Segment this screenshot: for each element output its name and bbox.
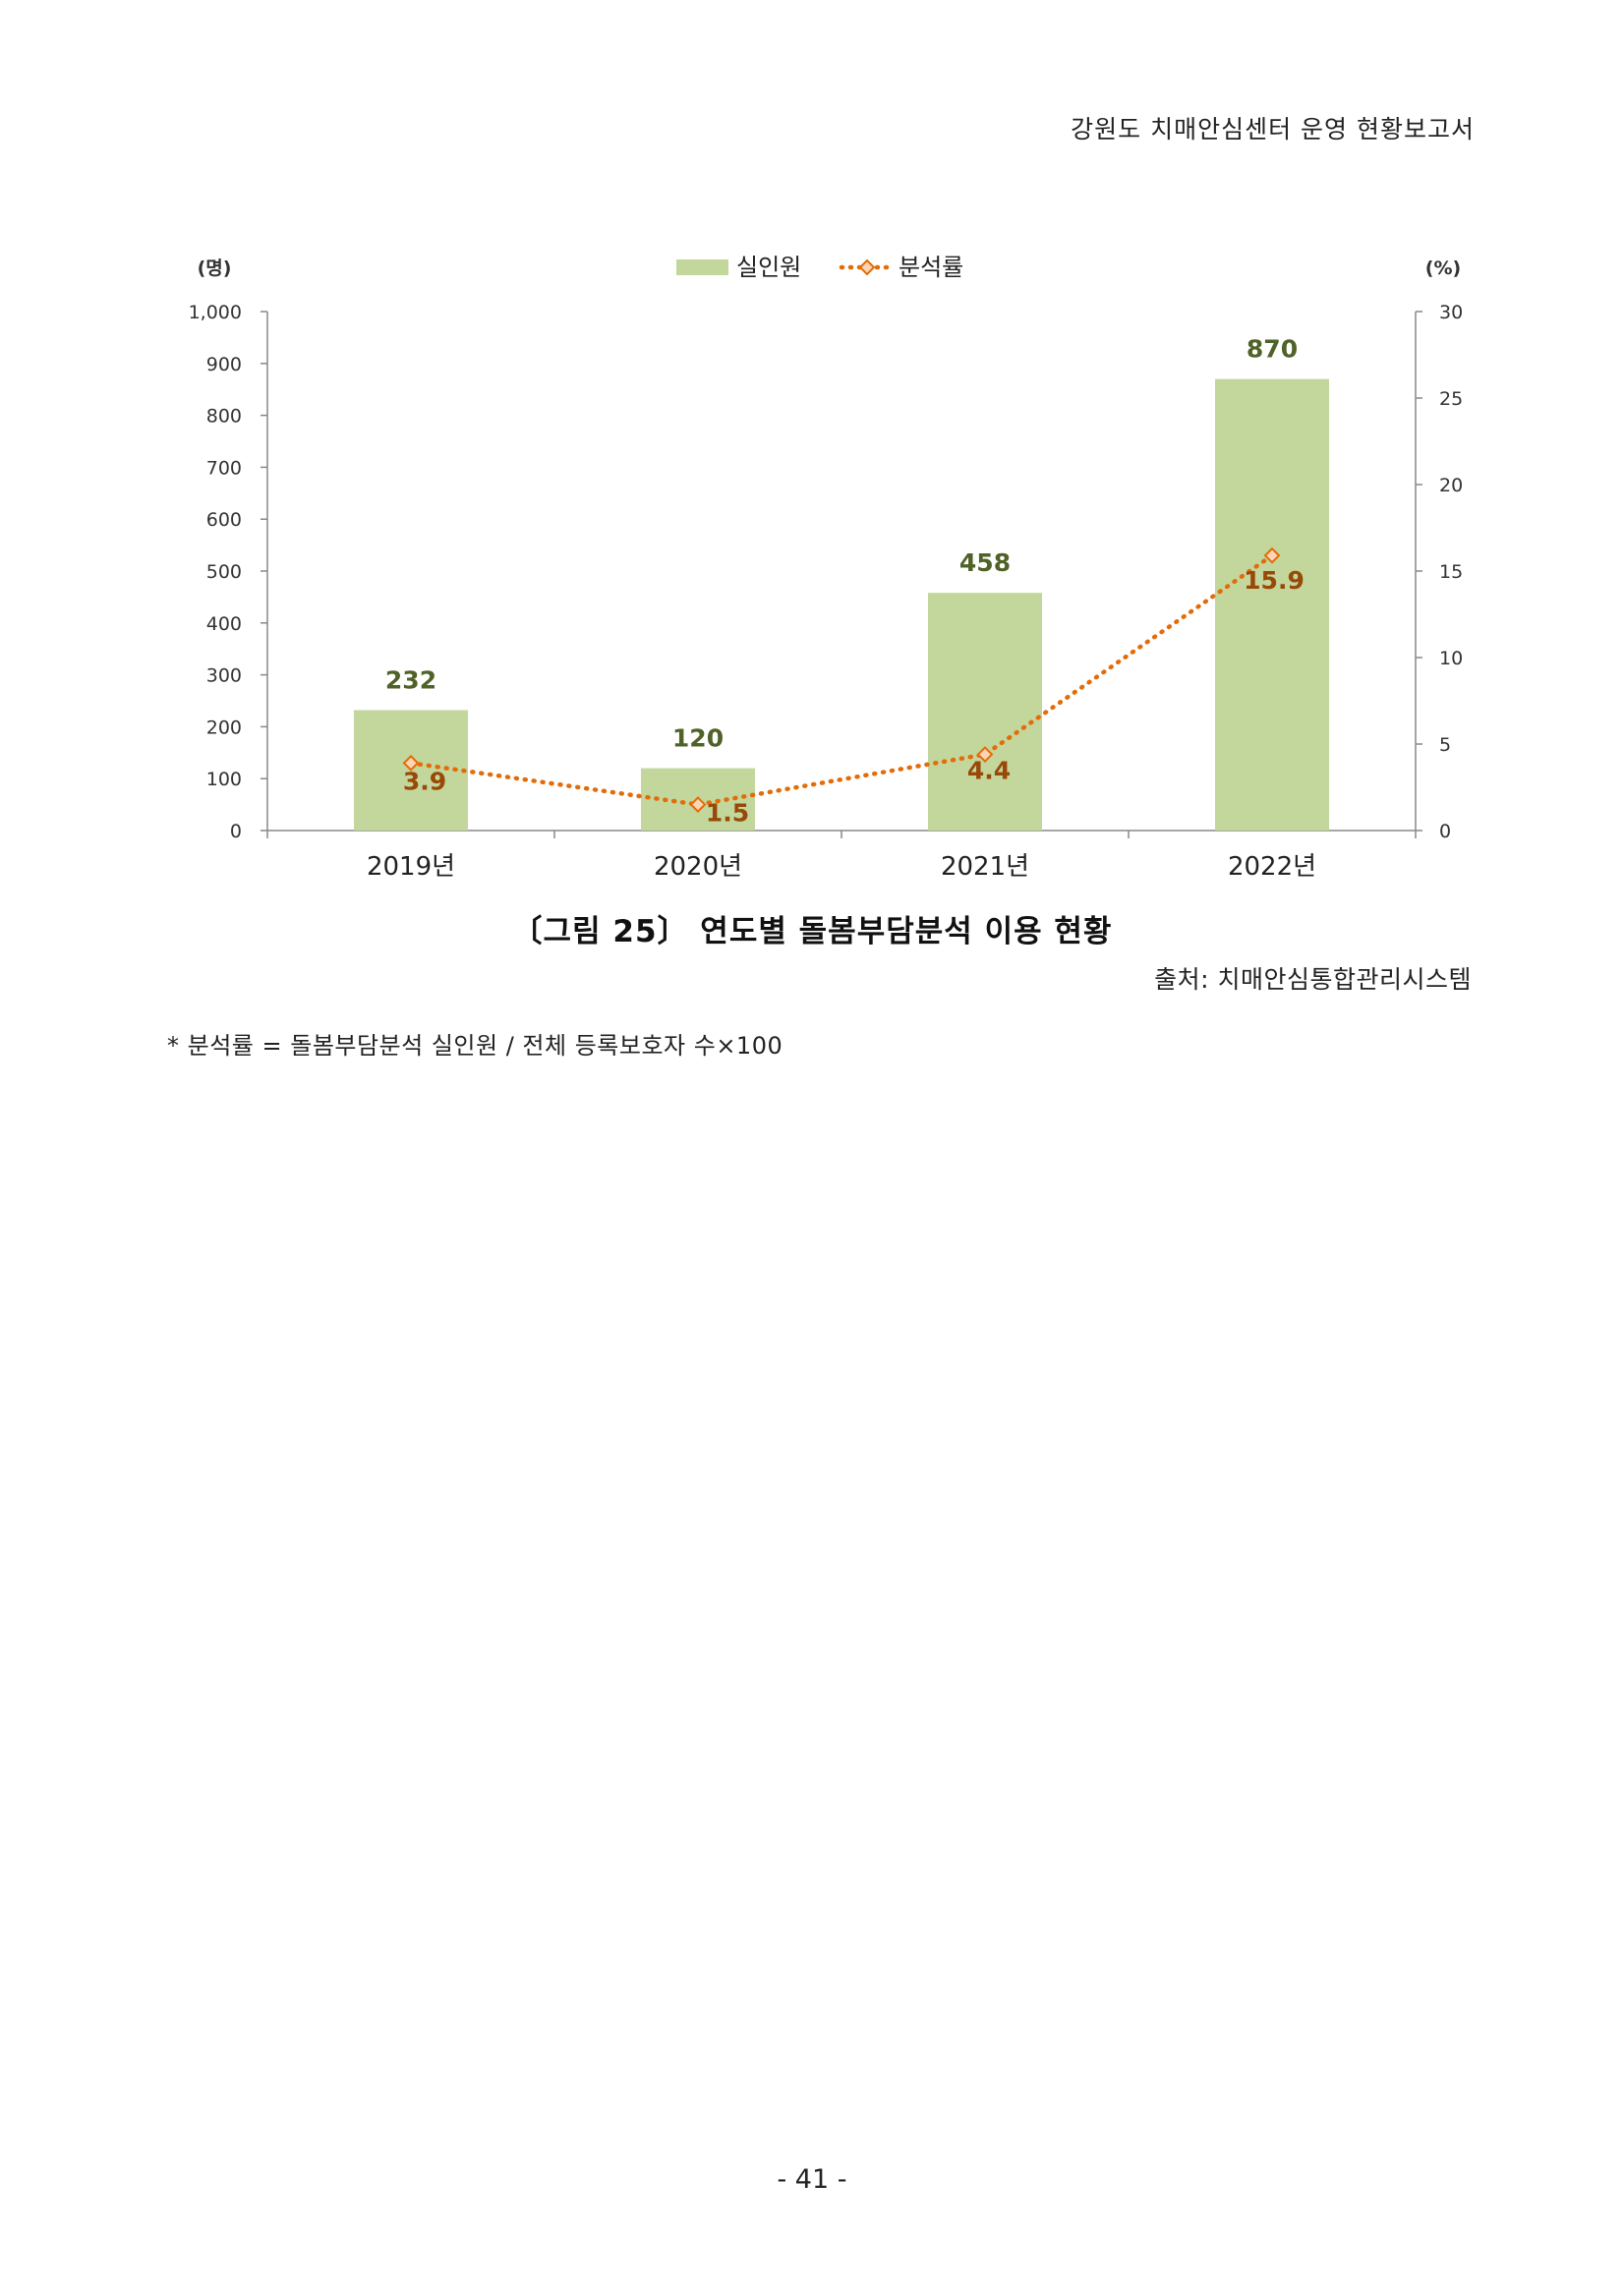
right-tick-label: 25: [1439, 388, 1463, 410]
left-axis-unit: (명): [198, 258, 232, 279]
left-tick-label: 100: [206, 769, 242, 790]
right-tick-label: 15: [1439, 561, 1463, 583]
right-tick-label: 20: [1439, 475, 1463, 496]
page-number: - 41 -: [777, 2164, 847, 2195]
right-tick-label: 5: [1439, 734, 1451, 756]
chart-container: 0 100 200 300 400 500 600 700 800 900 1,000 0 5 10 15 2…: [157, 241, 1484, 899]
rate-point-marker: [689, 796, 707, 814]
legend-line-label: 분석률: [899, 254, 963, 281]
right-tick-label: 10: [1439, 648, 1463, 669]
rate-value-label: 3.9: [403, 767, 446, 795]
bar-2022년: [1215, 378, 1329, 831]
bar-value-label: 120: [672, 724, 724, 753]
left-tick-label: 600: [206, 509, 242, 531]
rate-value-label: 1.5: [706, 799, 749, 828]
document-header-title: 강원도 치매안심센터 운영 현황보고서: [1071, 115, 1475, 144]
left-tick-label: 1,000: [189, 302, 242, 323]
rate-value-label: 4.4: [967, 757, 1011, 785]
left-tick-label: 200: [206, 717, 242, 738]
combo-chart: 0 100 200 300 400 500 600 700 800 900 1,000 0 5 10 15 2…: [189, 254, 1464, 882]
rate-point-marker: [1263, 546, 1281, 564]
x-category-label: 2020년: [654, 852, 742, 882]
bar-value-label: 458: [959, 548, 1011, 577]
figure-caption: 〔그림 25〕 연도별 돌봄부담분석 이용 현황: [511, 914, 1113, 949]
right-axis-unit: (%): [1425, 258, 1461, 279]
source-note: 출처: 치매안심통합관리시스템: [1154, 965, 1472, 994]
x-category-label: 2019년: [367, 852, 455, 882]
x-category-label: 2022년: [1228, 852, 1316, 882]
left-tick-label: 800: [206, 406, 242, 428]
right-tick-label: 0: [1439, 821, 1451, 842]
right-tick-label: 30: [1439, 302, 1463, 323]
rate-line: [408, 552, 1275, 807]
rate-point-marker: [976, 746, 994, 763]
left-tick-label: 0: [230, 821, 242, 842]
footnote: * 분석률 = 돌봄부담분석 실인원 / 전체 등록보호자 수×100: [167, 1032, 783, 1060]
left-tick-label: 500: [206, 561, 242, 583]
bar-2021년: [928, 593, 1042, 831]
legend-line-marker: [858, 258, 876, 276]
left-tick-label: 400: [206, 613, 242, 635]
left-tick-label: 900: [206, 354, 242, 375]
bar-value-label: 232: [385, 666, 436, 695]
left-tick-label: 700: [206, 457, 242, 479]
left-tick-label: 300: [206, 665, 242, 687]
rate-point-marker: [402, 754, 420, 772]
x-category-label: 2021년: [941, 852, 1029, 882]
bar-value-label: 870: [1247, 335, 1298, 364]
legend-bar-label: 실인원: [736, 254, 801, 281]
rate-value-label: 15.9: [1244, 566, 1305, 595]
legend-bar-swatch: [676, 259, 728, 275]
